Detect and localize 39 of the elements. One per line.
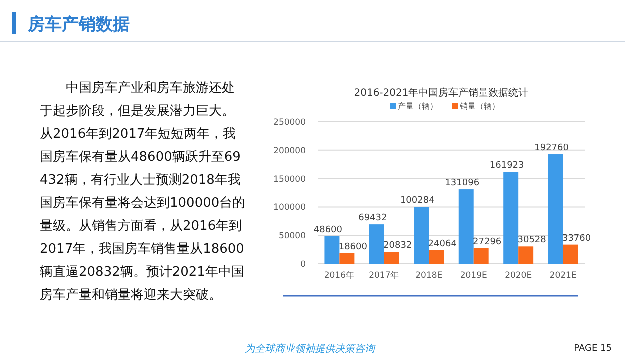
- x-tick-label: 2019E: [460, 271, 488, 281]
- data-label: 100284: [400, 196, 436, 206]
- data-label: 131096: [445, 178, 480, 189]
- bar: [429, 250, 444, 264]
- text: PAGE 15: [574, 344, 612, 354]
- bar: [518, 246, 534, 264]
- y-tick-label: 100000: [274, 203, 306, 214]
- bar: [414, 207, 430, 264]
- bar: [474, 248, 489, 264]
- text: 为全球商业领袖提供决策咨询: [245, 343, 376, 355]
- data-label: 69432: [358, 214, 388, 224]
- bar: [384, 252, 400, 264]
- bar: [563, 244, 578, 264]
- legend-label: 销量（辆）: [459, 102, 500, 111]
- bar: [548, 154, 564, 264]
- data-label: 161923: [490, 161, 524, 172]
- legend-label: 产量（辆）: [398, 102, 438, 111]
- bar: [504, 172, 519, 264]
- y-tick-label: 0: [300, 260, 306, 270]
- y-tick-label: 50000: [278, 232, 306, 242]
- x-tick-label: 2018E: [416, 271, 443, 281]
- data-label: 192760: [534, 144, 570, 154]
- x-tick-label: 2017年: [369, 270, 400, 281]
- bar: [369, 224, 384, 264]
- bar: [340, 253, 355, 264]
- y-tick-label: 250000: [274, 118, 306, 128]
- text: 中国房车产业和房车旅游还处于起步阶段，但是发展潜力巨大。从2016年到2017年短短两年，我国房车保有量从48600辆跃升至69432辆，有行业人士预测2018年我国房车保有量将会达到100000台的量级。从销售方面看，从2016年到2017年，我国房车销售量从18600辆直逼20832辆。预计2021年中国房车产量和销量将迎来大突破。: [40, 81, 246, 303]
- y-tick-label: 150000: [274, 174, 306, 185]
- x-tick-label: 2020E: [505, 271, 532, 281]
- y-tick-label: 200000: [274, 146, 306, 156]
- data-label: 18600: [338, 242, 368, 252]
- text: 房车产销数据: [27, 15, 130, 35]
- bar: [324, 236, 340, 264]
- x-tick-label: 2016年: [324, 270, 356, 281]
- data-label: 48600: [314, 225, 343, 236]
- data-label: 30528: [518, 236, 547, 246]
- bar: [458, 190, 474, 264]
- chart-subtitle: 2016-2021年中国房车产销量数据统计: [354, 87, 529, 99]
- x-tick-label: 2021E: [550, 271, 577, 281]
